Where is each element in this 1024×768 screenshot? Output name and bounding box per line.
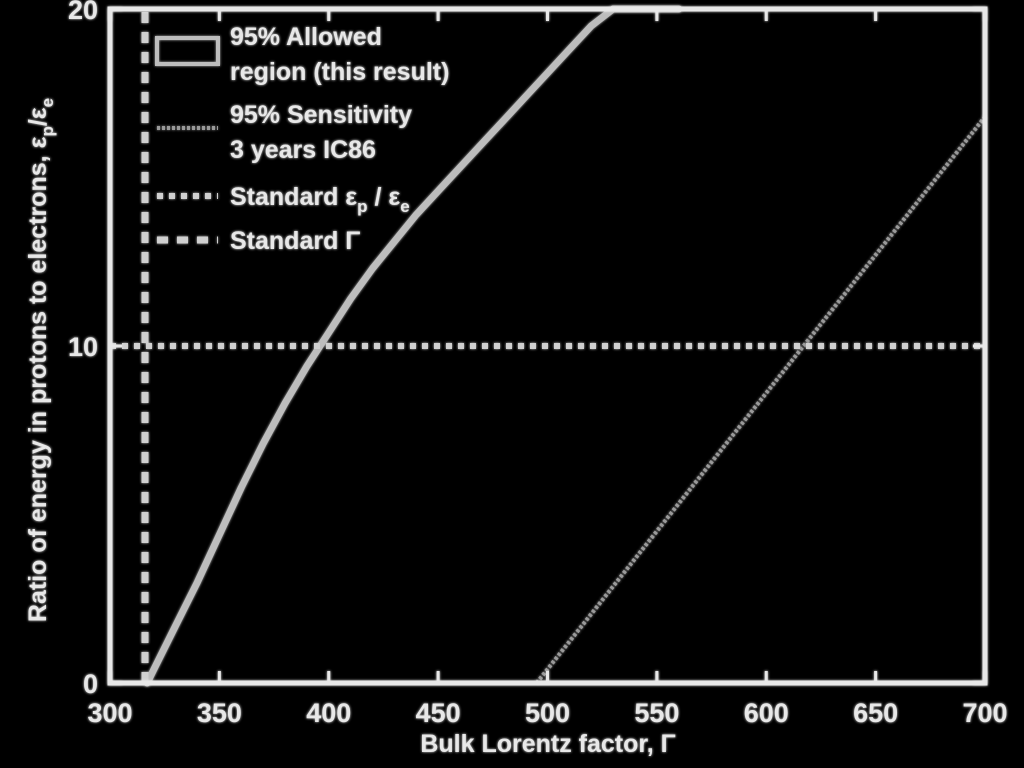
x-tick-label: 500 (525, 698, 570, 728)
y-tick-label: 20 (68, 0, 98, 25)
legend-label-line2: region (this result) (230, 58, 449, 86)
x-tick-label: 450 (416, 698, 461, 728)
x-tick-label: 550 (634, 698, 679, 728)
x-tick-label: 600 (744, 698, 789, 728)
x-axis-label: Bulk Lorentz factor, Γ (420, 730, 675, 758)
legend-label-line1: 95% Sensitivity (230, 101, 412, 129)
legend-label: Standard Γ (230, 227, 360, 255)
y-axis-label: Ratio of energy in protons to electrons,… (24, 98, 57, 622)
legend-swatch (155, 36, 220, 66)
legend-label-line2: 3 years IC86 (230, 136, 376, 164)
series-sensitivity-line (535, 115, 987, 685)
legend-label: Standard εp / εe (230, 183, 410, 216)
x-tick-label: 300 (87, 698, 132, 728)
legend-label-line1: 95% Allowed (230, 23, 382, 51)
x-tick-label: 700 (962, 698, 1007, 728)
x-tick-label: 650 (853, 698, 898, 728)
legend-entry-dashed: Standard Γ (157, 227, 360, 255)
y-tick-label: 10 (68, 332, 98, 362)
y-tick-label: 0 (83, 669, 98, 699)
x-tick-label: 400 (306, 698, 351, 728)
series-allowed-boundary-line (143, 5, 683, 687)
x-tick-label: 350 (197, 698, 242, 728)
legend-entry-open-box: 95% Allowed region (this result) (155, 23, 449, 86)
legend-entry-dots: Standard εp / εe (157, 183, 410, 216)
legend-entry-dotted: 95% Sensitivity 3 years IC86 (157, 101, 412, 164)
